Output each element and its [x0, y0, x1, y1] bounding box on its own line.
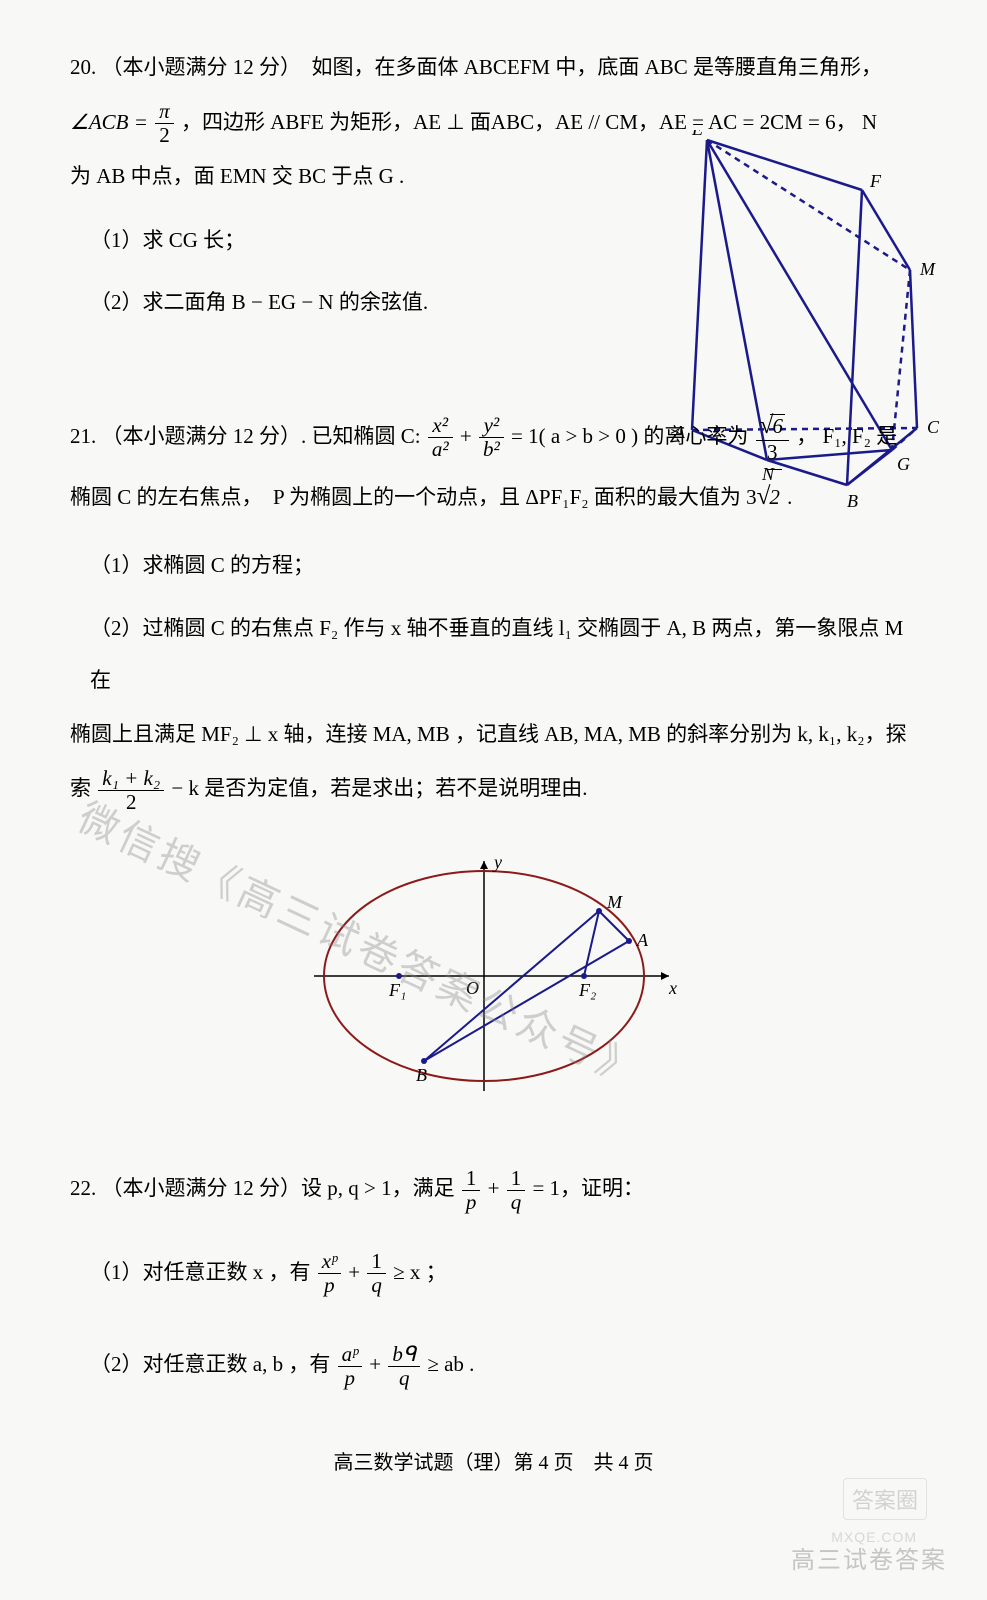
- problem-21: 21. （本小题满分 12 分）. 已知椭圆 C: x² a² + y² b² …: [70, 409, 917, 1106]
- x2-over-a2: x² a²: [428, 414, 453, 461]
- sqrt2: √2: [757, 464, 782, 530]
- problem-21-header: （本小题满分 12 分）. 已知椭圆 C:: [102, 424, 426, 448]
- frac-num: 1: [507, 1167, 526, 1191]
- bq-over-q: bᑫ q: [388, 1343, 420, 1390]
- frac-num: aᵖ: [338, 1343, 362, 1367]
- frac-num: y²: [479, 414, 504, 438]
- problem-22: 22. （本小题满分 12 分）设 p, q > 1，满足 1 p + 1 q …: [70, 1161, 917, 1391]
- angle-label: ∠ACB =: [70, 110, 153, 134]
- problem-header: （本小题满分 12 分） 如图，在多面体 ABCEFM 中，底面 ABC 是等腰…: [102, 55, 883, 79]
- frac-num: 1: [462, 1167, 481, 1191]
- line2-suffix: .: [782, 485, 793, 509]
- pi-over-2: π 2: [155, 100, 174, 147]
- problem-21-text: 21. （本小题满分 12 分）. 已知椭圆 C: x² a² + y² b² …: [70, 409, 917, 530]
- plus-sign: +: [460, 424, 477, 448]
- svg-text:A: A: [636, 930, 649, 950]
- one-over-q: 1 q: [507, 1167, 526, 1214]
- problem-21-sub2-l2: 椭圆上且满足 MF₂ ⊥ x 轴，连接 MA, MB ，记直线 AB, MA, …: [70, 707, 917, 762]
- footer-watermark: 高三试卷答案: [791, 1540, 947, 1575]
- frac-den: q: [367, 1274, 386, 1297]
- frac-num: xᵖ: [318, 1250, 341, 1274]
- frac-den: p: [338, 1367, 362, 1390]
- frac-den: a²: [428, 438, 453, 461]
- one-over-p: 1 p: [462, 1167, 481, 1214]
- svg-text:F₁: F₁: [388, 980, 406, 1000]
- eq-mid: = 1( a > b > 0 ) 的离心率为: [511, 424, 754, 448]
- page-container: 20. （本小题满分 12 分） 如图，在多面体 ABCEFM 中，底面 ABC…: [0, 0, 987, 1600]
- problem-22-sub1: （1）对任意正数 x ，有 xᵖ p + 1 q ≥ x ；: [90, 1246, 917, 1299]
- l3-prefix: 索: [70, 776, 96, 800]
- problem-22-sub2: （2）对任意正数 a, b ，有 aᵖ p + bᑫ q ≥ ab .: [90, 1338, 917, 1391]
- svg-text:O: O: [466, 978, 479, 998]
- svg-text:M: M: [919, 259, 936, 279]
- problem-number: 22.: [70, 1176, 96, 1200]
- page-footer: 高三数学试题（理）第 4 页 共 4 页: [70, 1446, 917, 1475]
- frac-den: 3: [756, 441, 789, 464]
- sqrt6-over-3: √6 3: [756, 412, 789, 464]
- frac-num: π: [155, 100, 174, 124]
- svg-text:F: F: [869, 171, 882, 191]
- frac-den: p: [318, 1274, 341, 1297]
- frac-num: √6: [756, 412, 789, 441]
- svg-text:C: C: [927, 417, 940, 437]
- l3-suffix: − k 是否为定值，若是求出；若不是说明理由.: [171, 776, 587, 800]
- frac-num: 1: [367, 1250, 386, 1274]
- y2-over-b2: y² b²: [479, 414, 504, 461]
- svg-text:E: E: [691, 130, 703, 139]
- xp-over-p: xᵖ p: [318, 1250, 341, 1297]
- problem-21-sub2-l3: 索 k₁ + k₂ 2 − k 是否为定值，若是求出；若不是说明理由.: [70, 761, 917, 816]
- problem-20-line3: 为 AB 中点，面 EMN 交 BC 于点 G .: [70, 164, 404, 188]
- figure-ellipse: y x MA B O F₁ F₂: [309, 856, 679, 1106]
- sub1-prefix: （1）对任意正数 x ，有: [90, 1260, 316, 1284]
- svg-text:B: B: [416, 1065, 427, 1085]
- plus-sign: +: [348, 1260, 365, 1284]
- sub2-prefix: （2）对任意正数 a, b ，有: [90, 1352, 336, 1376]
- frac-den: q: [507, 1191, 526, 1214]
- problem-20: 20. （本小题满分 12 分） 如图，在多面体 ABCEFM 中，底面 ABC…: [70, 40, 917, 329]
- one-over-q-2: 1 q: [367, 1250, 386, 1297]
- plus-sign: +: [369, 1352, 386, 1376]
- frac-num: x²: [428, 414, 453, 438]
- sub1-suffix: ≥ x ；: [393, 1260, 447, 1284]
- frac-num: bᑫ: [388, 1343, 420, 1367]
- plus-sign: +: [488, 1176, 505, 1200]
- frac-den: p: [462, 1191, 481, 1214]
- ap-over-p: aᵖ p: [338, 1343, 362, 1390]
- frac-den: q: [388, 1367, 420, 1390]
- corner-logo: 答案圈: [843, 1478, 927, 1520]
- k1k2-over-2: k₁ + k₂ 2: [98, 767, 164, 814]
- header-suffix: = 1，证明：: [532, 1176, 644, 1200]
- problem-22-header: （本小题满分 12 分）设 p, q > 1，满足: [102, 1176, 460, 1200]
- svg-text:x: x: [668, 978, 677, 998]
- svg-text:y: y: [492, 856, 502, 872]
- frac-den: 2: [155, 124, 174, 147]
- svg-text:M: M: [606, 892, 623, 912]
- problem-number: 21.: [70, 424, 96, 448]
- problem-number: 20.: [70, 55, 96, 79]
- frac-den: b²: [479, 438, 504, 461]
- problem-21-sub1: （1）求椭圆 C 的方程；: [90, 539, 917, 592]
- problem-21-sub2-l1: （2）过椭圆 C 的右焦点 F₂ 作与 x 轴不垂直的直线 l₁ 交椭圆于 A,…: [90, 602, 917, 707]
- problem-21-line2: 椭圆 C 的左右焦点， P 为椭圆上的一个动点，且 ΔPF₁F₂ 面积的最大值为…: [70, 485, 757, 509]
- svg-text:F₂: F₂: [578, 980, 596, 1000]
- frac-num: k₁ + k₂: [98, 767, 164, 791]
- frac-den: 2: [98, 791, 164, 814]
- header-suffix: ， F₁, F₂ 是: [796, 424, 897, 448]
- problem-22-text: 22. （本小题满分 12 分）设 p, q > 1，满足 1 p + 1 q …: [70, 1161, 917, 1216]
- sub2-suffix: ≥ ab .: [427, 1352, 474, 1376]
